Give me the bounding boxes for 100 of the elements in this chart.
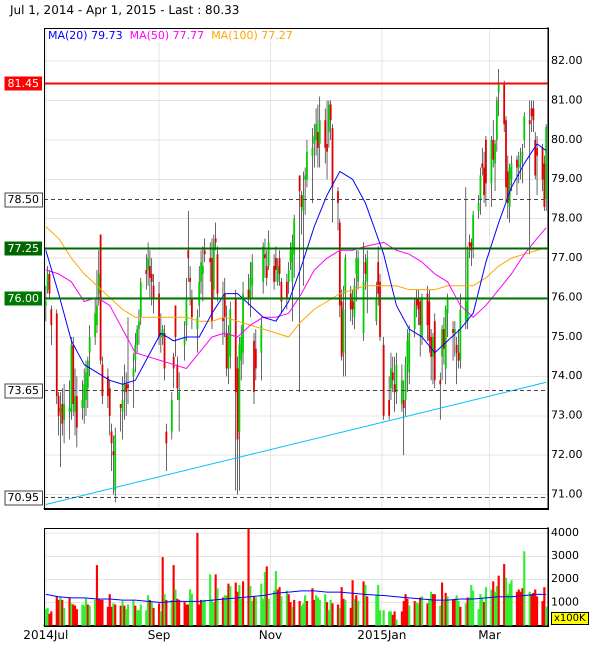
bar <box>189 589 192 626</box>
bar <box>324 594 326 626</box>
bar <box>74 606 76 626</box>
bar <box>293 600 296 626</box>
y-tick-label: 75.00 <box>551 330 582 343</box>
bar <box>484 587 487 626</box>
candlestick <box>532 100 534 132</box>
bar <box>464 603 467 626</box>
bar <box>266 566 268 626</box>
bar <box>382 610 385 626</box>
candlestick <box>60 392 62 468</box>
bar <box>439 606 442 626</box>
bar <box>276 589 279 626</box>
bar <box>58 600 60 626</box>
bar <box>326 602 328 626</box>
y-tick-label: 4000 <box>551 526 579 540</box>
x-tick-label: Mar <box>478 628 501 642</box>
chart-title: Jul 1, 2014 - Apr 1, 2015 - Last : 80.33 <box>10 3 240 17</box>
y-tick-label: 74.00 <box>551 369 582 382</box>
bar <box>288 594 290 626</box>
bar <box>298 601 301 626</box>
bar <box>120 606 122 626</box>
bar <box>392 614 394 626</box>
ref-line-label: 76.00 <box>8 292 40 305</box>
bar <box>498 576 500 626</box>
ref-line-label: 77.25 <box>8 242 40 255</box>
bar <box>534 589 536 626</box>
candlestick <box>394 356 396 412</box>
bar <box>362 581 365 626</box>
ref-line-label: 73.65 <box>8 384 40 397</box>
bar <box>492 581 494 626</box>
candlestick <box>48 270 50 298</box>
bar <box>523 551 526 626</box>
bar <box>459 606 462 626</box>
bar <box>357 601 360 626</box>
bar <box>268 598 270 626</box>
y-tick-label: 2000 <box>551 572 579 586</box>
bar <box>306 601 308 626</box>
bar <box>209 574 212 626</box>
bar <box>456 595 458 626</box>
y-tick-label: 77.00 <box>551 251 582 264</box>
x-tick-label: 2014Jul <box>23 628 68 642</box>
bar <box>234 582 237 626</box>
bar <box>121 601 124 626</box>
bar <box>352 580 354 626</box>
candlestick <box>312 128 314 204</box>
bar <box>224 595 226 626</box>
y-tick-label: 71.00 <box>551 487 582 500</box>
y-axis-title: x100K <box>551 612 589 625</box>
text: MA(100) 77.27 <box>211 28 293 42</box>
bar <box>163 594 166 626</box>
bar <box>338 608 341 626</box>
text: MA(20) 79.73 <box>48 28 123 42</box>
x-tick-label: 2015Jan <box>357 628 406 642</box>
bar <box>340 587 343 626</box>
bar <box>50 611 52 626</box>
bar <box>483 602 486 626</box>
ref-line-label: 70.95 <box>8 490 40 504</box>
candlestick <box>443 316 445 365</box>
bar <box>315 595 318 626</box>
bar <box>134 606 136 626</box>
bar <box>304 595 306 626</box>
bar <box>56 596 58 626</box>
bar <box>518 589 520 626</box>
bar <box>510 580 513 626</box>
x-tick-label: Nov <box>258 628 282 642</box>
y-tick-label: 73.00 <box>551 408 582 422</box>
bar <box>101 600 104 626</box>
bar <box>162 557 164 626</box>
bar <box>331 603 334 626</box>
bar <box>242 581 244 626</box>
bar <box>63 608 66 626</box>
bar <box>441 582 444 626</box>
bar <box>147 595 150 626</box>
y-tick-label: 1000 <box>551 595 579 608</box>
bar <box>280 596 282 626</box>
candlestick <box>452 320 454 361</box>
bar <box>247 528 250 626</box>
bar <box>545 606 548 626</box>
ref-line-label: 78.50 <box>8 192 40 206</box>
candlestick <box>326 100 328 180</box>
y-tick-label: 3000 <box>551 549 579 562</box>
candlestick <box>63 384 65 444</box>
y-tick-label: 72.00 <box>551 448 582 462</box>
bar <box>330 600 332 626</box>
bar <box>503 564 506 626</box>
x-tick-label: Sep <box>148 628 170 642</box>
text: MA(50) 77.77 <box>130 28 204 42</box>
bar <box>172 565 175 626</box>
bar <box>76 609 78 626</box>
bar <box>404 594 407 626</box>
bar <box>470 584 472 626</box>
bar <box>152 608 155 626</box>
bar <box>377 584 380 626</box>
y-tick-label: 79.00 <box>551 172 582 186</box>
bar <box>528 592 531 626</box>
bar <box>126 604 130 626</box>
y-tick-label: 81.00 <box>551 93 582 106</box>
ref-line-label: 81.45 <box>8 76 40 90</box>
bar <box>394 611 396 626</box>
